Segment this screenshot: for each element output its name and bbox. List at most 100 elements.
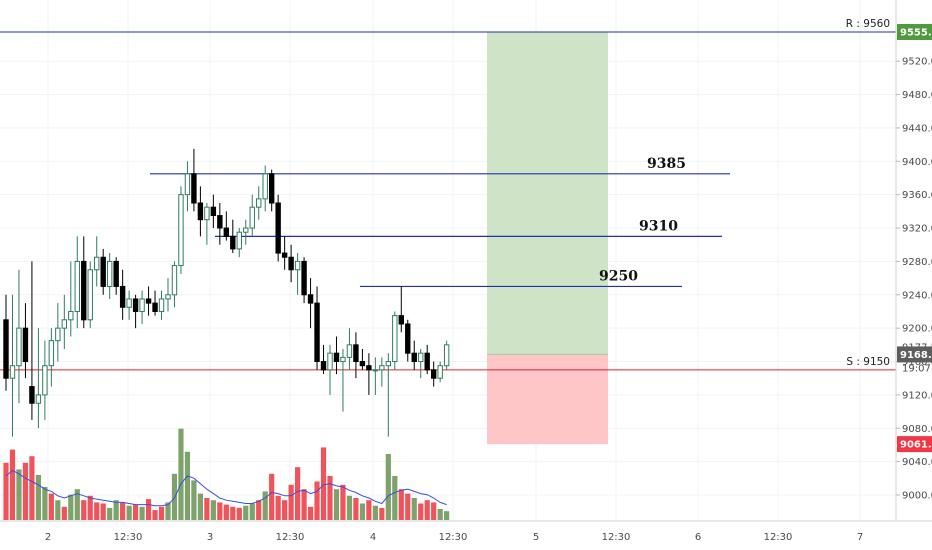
- volume-bar: [392, 476, 398, 520]
- price-tag-box: [897, 24, 932, 40]
- volume-bar: [165, 502, 171, 520]
- candle: [74, 236, 80, 329]
- candle: [22, 303, 29, 379]
- candle: [262, 165, 268, 212]
- candle: [301, 257, 307, 304]
- volume-bar: [282, 500, 288, 520]
- candle: [87, 261, 93, 329]
- volume-bar: [158, 506, 165, 520]
- time-tick-label: 6: [695, 532, 701, 543]
- price-tags: 9555.0 9168.5 9061.0: [897, 24, 932, 453]
- time-axis[interactable]: 2 12:30 3 12:30 4 12:30 5 12:30 6 12:30 7: [45, 532, 863, 543]
- candle: [132, 294, 139, 329]
- volume-bar: [120, 502, 126, 520]
- candle-body: [379, 365, 385, 371]
- candle: [288, 244, 294, 283]
- horizontal-line-label: R : 9560: [846, 18, 890, 30]
- profit-zone[interactable]: [487, 32, 608, 355]
- volume-bar: [359, 503, 365, 520]
- candle-body: [145, 298, 152, 304]
- price-tick-label: 9520.0: [902, 57, 932, 68]
- candle: [268, 169, 275, 212]
- candle-body: [275, 202, 281, 254]
- loss-zone[interactable]: [487, 354, 608, 445]
- candle: [333, 336, 340, 375]
- volume-bar: [48, 493, 54, 520]
- candle: [113, 257, 119, 295]
- candle: [443, 340, 450, 370]
- volume-bar: [262, 491, 268, 520]
- volume-bar: [100, 503, 106, 520]
- volume-bar: [340, 484, 346, 520]
- candle-body: [230, 235, 236, 250]
- candle: [119, 269, 126, 320]
- candle-body: [178, 194, 184, 267]
- candle: [411, 340, 417, 370]
- price-tick-label: 9200.0: [902, 324, 932, 335]
- candle-body: [61, 319, 68, 329]
- volume-bar: [385, 454, 391, 520]
- candle: [35, 328, 42, 429]
- candle-body: [372, 369, 379, 372]
- price-tick-label: 9160.0: [902, 357, 932, 368]
- candle: [327, 344, 333, 395]
- candle: [152, 290, 158, 316]
- volume-bar: [405, 493, 411, 520]
- price-tick-label: 9400.0: [902, 157, 932, 168]
- volume-bar: [418, 503, 424, 520]
- time-tick-label: 3: [207, 532, 213, 543]
- candle: [314, 286, 320, 370]
- time-tick-label: 12:30: [764, 532, 793, 543]
- volume-bar: [42, 487, 48, 520]
- volume-bar: [55, 500, 61, 520]
- volume-bar: [444, 511, 450, 520]
- candle: [379, 357, 385, 387]
- volume-bar: [178, 428, 184, 520]
- candle-body: [132, 298, 139, 312]
- price-tag: 9061.0: [897, 436, 932, 453]
- volume-bar: [145, 499, 152, 520]
- candle: [256, 186, 262, 220]
- candle-body: [22, 327, 29, 363]
- candle: [372, 357, 379, 395]
- price-tag-box: [897, 436, 932, 453]
- candle: [9, 294, 16, 437]
- level-label: 9250: [599, 268, 638, 284]
- volume-bars: [3, 428, 450, 520]
- candle-body: [249, 206, 255, 229]
- candle-body: [411, 352, 417, 363]
- candle: [398, 286, 404, 333]
- level-label: 9310: [639, 218, 678, 234]
- volume-bar: [81, 500, 87, 520]
- candle-body: [366, 365, 372, 371]
- candle: [340, 349, 346, 412]
- candle-body: [359, 361, 366, 367]
- volume-bar: [424, 500, 430, 520]
- candle-body: [81, 260, 87, 321]
- candle: [281, 236, 288, 270]
- candle-body: [281, 252, 288, 258]
- time-tick-label: 4: [370, 532, 376, 543]
- volume-bar: [16, 469, 22, 520]
- candle-body: [418, 352, 424, 363]
- volume-bar: [301, 489, 307, 520]
- candle: [275, 194, 281, 262]
- candle: [307, 278, 314, 329]
- candle-body: [171, 265, 178, 296]
- candle: [100, 248, 106, 295]
- volume-bar: [94, 502, 100, 520]
- candle-body: [165, 294, 171, 300]
- price-tick-label: 9480.0: [902, 90, 932, 101]
- price-tag-box: [897, 346, 932, 363]
- volume-bar: [223, 504, 229, 520]
- candle: [353, 332, 359, 379]
- candle-body: [48, 340, 55, 367]
- candle-body: [262, 173, 268, 200]
- volume-bar: [217, 502, 223, 520]
- time-tick-label: 5: [533, 532, 539, 543]
- price-tick-label: 9040.0: [902, 457, 932, 468]
- volume-bar: [346, 495, 353, 520]
- volume-bar: [275, 495, 281, 520]
- price-tick-label: 9360.0: [902, 190, 932, 201]
- price-tag-label: 9061.0: [900, 440, 932, 451]
